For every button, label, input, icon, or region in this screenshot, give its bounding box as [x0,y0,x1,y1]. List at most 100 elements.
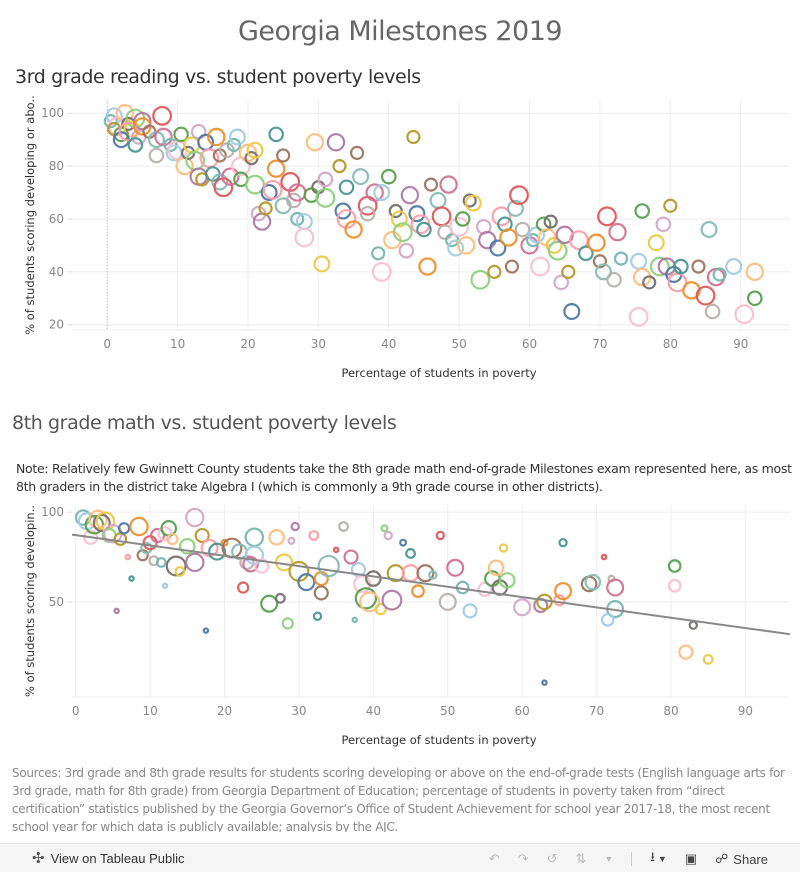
data-point[interactable] [406,129,421,145]
data-point[interactable] [236,581,250,594]
data-point[interactable] [592,254,608,269]
data-point[interactable] [381,589,403,611]
data-point[interactable] [365,570,382,587]
data-point[interactable] [103,114,118,129]
data-point[interactable] [655,216,672,233]
data-point[interactable] [268,528,285,546]
data-point[interactable] [276,148,291,163]
data-point[interactable] [399,538,408,547]
data-point[interactable] [584,573,602,591]
data-point[interactable] [161,582,169,590]
data-point[interactable] [663,198,678,213]
data-point[interactable] [628,306,649,327]
data-point[interactable] [600,553,608,561]
data-point[interactable] [464,194,482,212]
data-point[interactable] [266,159,286,178]
data-point[interactable] [317,171,334,188]
data-point[interactable] [208,542,227,561]
data-point[interactable] [456,236,476,255]
data-point[interactable] [578,245,594,262]
data-point[interactable] [667,578,682,593]
data-point[interactable] [260,594,279,613]
data-point[interactable] [513,598,532,617]
data-point[interactable] [418,257,437,276]
data-point[interactable] [274,592,286,604]
data-point[interactable] [338,521,349,532]
data-point[interactable] [398,242,415,259]
data-point[interactable] [173,126,189,143]
data-point[interactable] [392,222,413,243]
data-point[interactable] [702,653,714,665]
data-point[interactable] [514,221,531,238]
data-point[interactable] [470,269,491,290]
data-point[interactable] [129,516,149,537]
data-point[interactable] [380,168,397,185]
data-point[interactable] [541,679,548,686]
data-point[interactable] [133,111,152,131]
data-point[interactable] [695,285,716,306]
data-point[interactable] [312,611,323,621]
data-point[interactable] [244,545,265,565]
chart-8th-grade-math[interactable]: 0 10 20 30 40 50 60 70 80 90 50 100 Percentage of st… [0,500,800,755]
data-point[interactable] [405,548,416,559]
data-point[interactable] [294,227,315,248]
data-point[interactable] [84,514,105,535]
data-point[interactable] [221,167,240,186]
data-point[interactable] [634,203,650,219]
data-point[interactable] [332,546,340,554]
data-point[interactable] [155,557,167,568]
data-point[interactable] [305,133,325,152]
data-point[interactable] [115,104,134,123]
chart-3rd-grade-reading[interactable]: 0 10 20 30 40 50 60 70 80 90 20 40 60 80 100 Percentage… [0,90,800,390]
data-point[interactable] [390,210,408,228]
data-point[interactable] [297,573,316,592]
data-point[interactable] [359,591,381,613]
data-point[interactable] [491,206,512,227]
data-point[interactable] [371,246,386,261]
data-point[interactable] [352,168,370,186]
data-point[interactable] [594,263,612,281]
data-point[interactable] [400,185,420,205]
data-point[interactable] [688,620,698,630]
data-point[interactable] [252,212,272,231]
data-point[interactable] [499,228,518,247]
data-point[interactable] [281,617,294,630]
data-point[interactable] [380,524,389,533]
data-point[interactable] [647,234,665,252]
fullscreen-icon[interactable]: ▣ [684,851,698,866]
data-point[interactable] [258,201,273,216]
data-point[interactable] [313,255,331,273]
data-point[interactable] [563,302,581,320]
data-point[interactable] [478,230,497,250]
data-point[interactable] [587,233,606,252]
data-point[interactable] [428,570,438,580]
data-point[interactable] [165,555,187,577]
data-point[interactable] [245,174,265,195]
data-point[interactable] [338,179,355,196]
data-point[interactable] [185,507,205,528]
data-point[interactable] [228,128,246,146]
data-point[interactable] [667,559,682,573]
data-point[interactable] [220,538,229,547]
data-point[interactable] [606,578,625,597]
data-point[interactable] [547,240,568,261]
data-point[interactable] [558,537,568,548]
data-point[interactable] [189,167,208,186]
data-point[interactable] [506,199,524,217]
data-point[interactable] [530,256,551,277]
data-point[interactable] [439,175,458,194]
data-point[interactable] [630,252,648,270]
data-point[interactable] [174,565,186,577]
data-point[interactable] [349,145,365,160]
data-point[interactable] [704,303,721,320]
data-point[interactable] [92,513,111,532]
data-point[interactable] [667,272,688,293]
data-point[interactable] [454,211,471,227]
data-point[interactable] [712,267,727,282]
data-point[interactable] [290,521,300,532]
data-point[interactable] [383,530,393,541]
data-point[interactable] [326,133,346,152]
data-point[interactable] [260,184,278,202]
view-on-tableau-button[interactable]: ✣ View on Tableau Public [32,849,185,867]
revert-icon[interactable]: ↺ [546,851,558,866]
